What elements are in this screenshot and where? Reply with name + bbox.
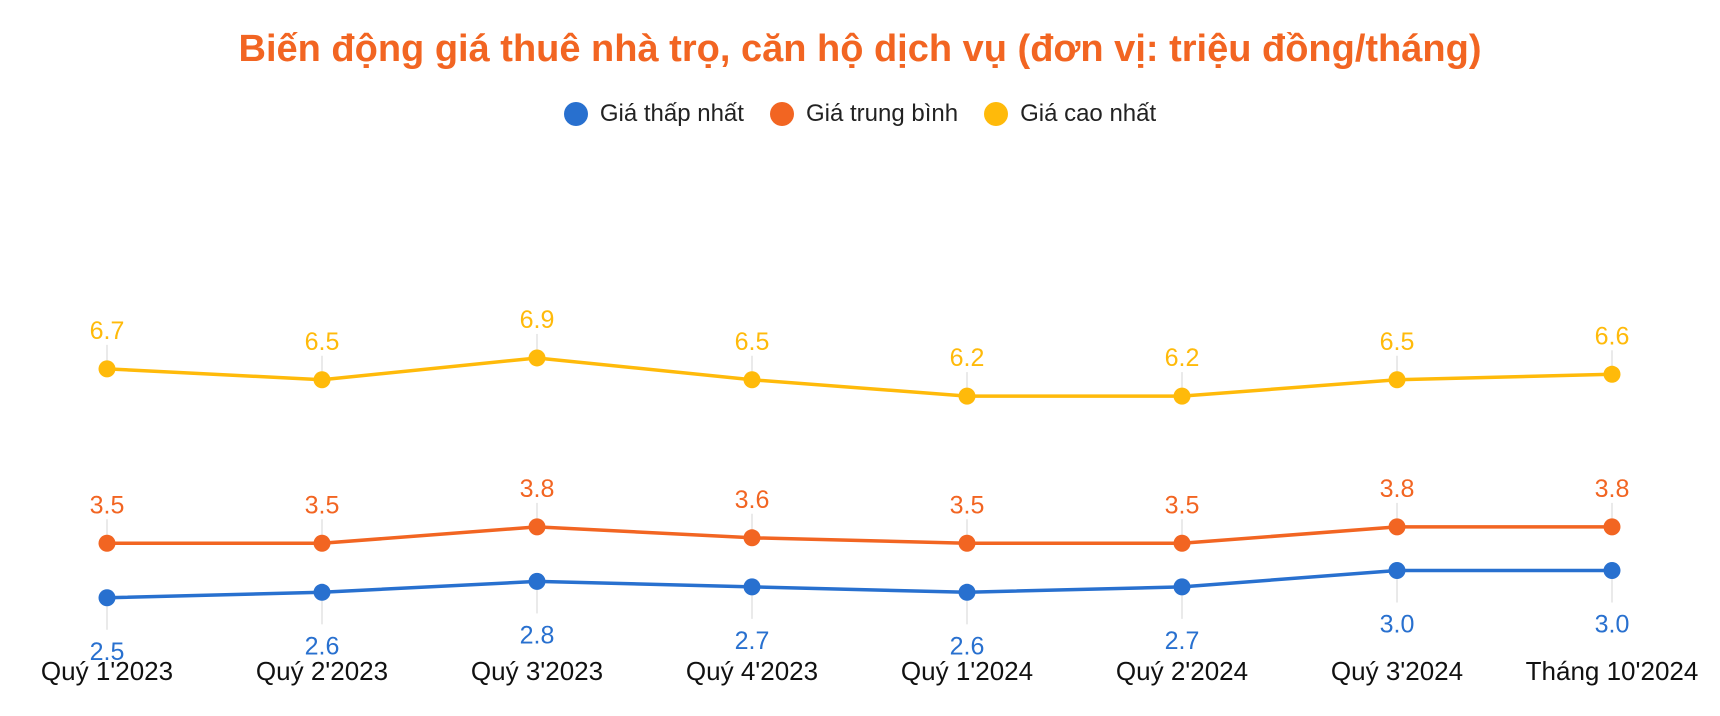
data-point-avg bbox=[313, 534, 331, 552]
legend-marker-avg bbox=[769, 102, 794, 126]
series-line-avg bbox=[107, 525, 1612, 545]
data-point-max bbox=[1388, 371, 1406, 389]
chart-legend: Giá thấp nhất Giá trung bình Giá cao nhấ… bbox=[0, 100, 1720, 128]
data-point-min bbox=[743, 578, 761, 596]
x-tick-label: Quý 1'2024 bbox=[901, 656, 1033, 686]
x-tick-label: Quý 4'2023 bbox=[686, 656, 818, 686]
data-point-max bbox=[1603, 365, 1621, 383]
data-point-min bbox=[1173, 578, 1191, 596]
data-label-min: 2.6 bbox=[305, 632, 340, 660]
legend-marker-max bbox=[984, 102, 1009, 126]
data-label-min: 2.6 bbox=[950, 632, 985, 660]
data-label-avg: 3.5 bbox=[1165, 491, 1200, 519]
data-point-max bbox=[313, 371, 331, 389]
data-label-max: 6.7 bbox=[90, 317, 125, 345]
data-label-max: 6.2 bbox=[1165, 344, 1200, 372]
data-point-max bbox=[743, 371, 761, 389]
data-point-avg bbox=[1388, 518, 1406, 536]
data-label-max: 6.6 bbox=[1595, 322, 1630, 350]
data-point-avg bbox=[98, 534, 116, 552]
data-point-avg bbox=[1603, 518, 1621, 536]
data-point-max bbox=[98, 360, 116, 378]
x-tick-label: Quý 2'2024 bbox=[1116, 656, 1248, 686]
data-label-min: 3.0 bbox=[1380, 611, 1415, 639]
legend-label-max: Giá cao nhất bbox=[1020, 100, 1157, 127]
data-point-min bbox=[313, 583, 331, 601]
data-point-max bbox=[1173, 387, 1191, 405]
legend-item-max[interactable]: Giá cao nhất bbox=[984, 100, 1156, 128]
data-point-avg bbox=[1173, 534, 1191, 552]
data-point-min bbox=[528, 572, 546, 590]
x-tick-label: Quý 3'2024 bbox=[1331, 656, 1463, 686]
legend-item-avg[interactable]: Giá trung bình bbox=[769, 100, 959, 128]
data-point-avg bbox=[958, 534, 976, 552]
data-label-max: 6.9 bbox=[520, 306, 555, 334]
legend-marker-min bbox=[563, 102, 588, 126]
data-label-avg: 3.8 bbox=[520, 475, 555, 503]
data-label-max: 6.5 bbox=[735, 328, 770, 356]
data-label-avg: 3.5 bbox=[90, 491, 125, 519]
data-point-avg bbox=[528, 518, 546, 536]
data-point-min bbox=[1603, 562, 1621, 579]
data-point-max bbox=[528, 349, 546, 367]
x-tick-label: Quý 1'2023 bbox=[41, 656, 173, 686]
data-label-avg: 3.8 bbox=[1380, 475, 1415, 503]
data-label-avg: 3.8 bbox=[1595, 475, 1630, 503]
data-point-min bbox=[98, 589, 116, 607]
data-label-min: 2.8 bbox=[520, 621, 555, 649]
x-tick-label: Quý 2'2023 bbox=[256, 656, 388, 686]
data-label-avg: 3.6 bbox=[735, 486, 770, 514]
data-label-min: 3.0 bbox=[1595, 611, 1630, 639]
data-point-max bbox=[958, 387, 976, 405]
data-label-min: 2.5 bbox=[90, 638, 125, 666]
data-label-max: 6.2 bbox=[950, 344, 985, 372]
chart-title: Biến động giá thuê nhà trọ, căn hộ dịch … bbox=[238, 28, 1482, 70]
data-label-max: 6.5 bbox=[1380, 328, 1415, 356]
series-line-min bbox=[106, 568, 1612, 600]
data-label-min: 2.7 bbox=[735, 627, 770, 655]
legend-label-avg: Giá trung bình bbox=[805, 100, 959, 127]
legend-item-min[interactable]: Giá thấp nhất bbox=[563, 100, 744, 128]
data-label-avg: 3.5 bbox=[950, 491, 985, 519]
data-point-avg bbox=[743, 529, 761, 547]
data-point-min bbox=[958, 583, 976, 601]
data-label-min: 2.7 bbox=[1165, 627, 1200, 655]
series-line-max bbox=[106, 356, 1613, 398]
data-point-min bbox=[1388, 562, 1406, 579]
data-label-avg: 3.5 bbox=[305, 491, 340, 519]
x-tick-label: Tháng 10'2024 bbox=[1526, 656, 1699, 686]
data-label-max: 6.5 bbox=[305, 328, 340, 356]
x-tick-label: Quý 3'2023 bbox=[471, 656, 603, 686]
legend-label-min: Giá thấp nhất bbox=[599, 100, 744, 127]
